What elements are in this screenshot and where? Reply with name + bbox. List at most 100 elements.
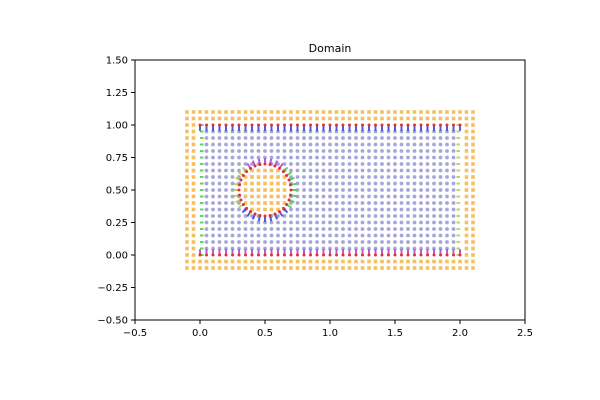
interior-point (367, 162, 371, 166)
interior-point (347, 201, 352, 205)
interior-point (438, 227, 443, 231)
ghost-point (471, 162, 475, 166)
interior-point (354, 207, 358, 212)
hole-boundary-point (263, 214, 267, 218)
interior-point (393, 214, 397, 218)
interior-point (360, 136, 365, 140)
x-tick-label: 0.5 (257, 328, 273, 339)
interior-point (373, 168, 378, 173)
interior-point (334, 207, 339, 212)
interior-point (367, 175, 371, 179)
interior-point (295, 136, 300, 140)
ghost-point (191, 188, 196, 192)
interior-point (412, 155, 417, 160)
ghost-point (217, 259, 222, 264)
interior-point (334, 188, 339, 192)
ghost-point (471, 129, 475, 134)
interior-point (445, 188, 449, 192)
interior-point (315, 188, 319, 192)
interior-point (328, 220, 332, 225)
ghost-point (386, 110, 391, 114)
interior-point (217, 136, 222, 140)
interior-point (237, 227, 241, 231)
ghost-point (347, 259, 352, 264)
ghost-point (276, 207, 280, 212)
interior-point (425, 149, 430, 153)
interior-point (289, 220, 293, 225)
ghost-point (425, 110, 430, 114)
ghost-point (289, 266, 293, 270)
interior-point (211, 233, 215, 238)
ghost-point (185, 188, 189, 192)
boundary-point (452, 123, 455, 127)
interior-point (451, 188, 456, 192)
ghost-point (471, 116, 475, 121)
interior-point (224, 220, 228, 225)
ghost-point (250, 168, 254, 173)
interior-point (373, 233, 378, 238)
interior-point (295, 149, 300, 153)
boundary-point (413, 253, 416, 257)
ghost-point (308, 259, 313, 264)
interior-point (315, 227, 319, 231)
interior-point (243, 142, 248, 147)
boundary-point (432, 253, 436, 257)
interior-point (380, 220, 384, 225)
ghost-point (412, 110, 417, 114)
interior-point (308, 233, 313, 238)
interior-point (289, 214, 293, 218)
interior-point (451, 214, 456, 218)
ghost-point (386, 259, 391, 264)
interior-point (224, 207, 228, 212)
boundary-point (380, 253, 384, 257)
interior-point (347, 136, 352, 140)
interior-point (347, 155, 352, 160)
boundary-point (250, 253, 254, 257)
interior-point (243, 214, 248, 218)
boundary-point (387, 253, 390, 257)
interior-point (289, 149, 293, 153)
interior-point (425, 220, 430, 225)
ghost-point (198, 259, 202, 264)
interior-point (230, 240, 235, 244)
interior-point (256, 227, 261, 231)
ghost-point (360, 116, 365, 121)
ghost-point (315, 259, 319, 264)
interior-point (269, 240, 274, 244)
interior-point (289, 162, 293, 166)
ghost-point (471, 142, 475, 147)
ghost-point (191, 259, 196, 264)
interior-point (451, 149, 456, 153)
boundary-point (445, 123, 449, 127)
interior-point (380, 175, 384, 179)
interior-point (354, 162, 358, 166)
interior-point (373, 214, 378, 218)
interior-point (451, 142, 456, 147)
ghost-point (269, 110, 274, 114)
interior-point (308, 155, 313, 160)
ghost-point (256, 181, 261, 186)
interior-point (373, 175, 378, 179)
ghost-point (471, 201, 475, 205)
interior-point (438, 188, 443, 192)
interior-point (367, 214, 371, 218)
interior-point (321, 233, 326, 238)
boundary-point (458, 253, 462, 257)
ghost-point (185, 175, 189, 179)
ghost-point (464, 142, 469, 147)
ghost-point (263, 194, 267, 199)
ghost-point (204, 266, 209, 270)
ghost-point (217, 116, 222, 121)
ghost-point (302, 116, 306, 121)
boundary-point (322, 253, 325, 257)
interior-point (341, 220, 345, 225)
ghost-point (191, 181, 196, 186)
interior-point (419, 220, 423, 225)
interior-point (341, 233, 345, 238)
interior-point (204, 227, 209, 231)
interior-point (269, 227, 274, 231)
ghost-point (276, 194, 280, 199)
interior-point (334, 149, 339, 153)
interior-point (217, 168, 222, 173)
